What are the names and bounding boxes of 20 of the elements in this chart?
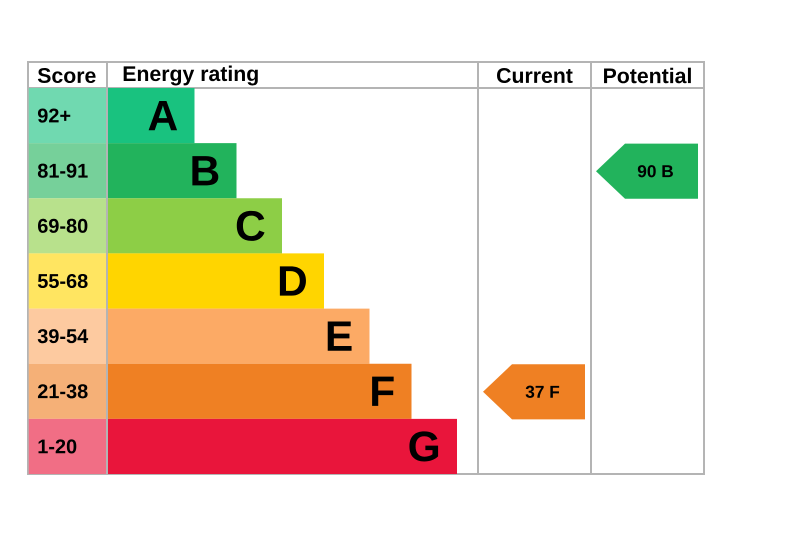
y-tick-label: 1-20 — [38, 439, 76, 454]
annotation: A — [148, 100, 178, 130]
x-axis-title: Energy rating — [124, 66, 258, 86]
y-tick-label: 92+ — [38, 108, 70, 123]
annotation: G — [409, 431, 438, 462]
y-tick-label: 55-68 — [38, 274, 88, 288]
y-tick-label: 39-54 — [38, 329, 88, 344]
y-axis-title: Score — [38, 68, 96, 84]
text: Potential — [604, 68, 691, 84]
y-tick-label: 69-80 — [38, 218, 88, 233]
text: 90 B — [638, 165, 673, 178]
y-tick-label: 81-91 — [38, 164, 88, 178]
text: 37 F — [526, 386, 560, 398]
annotation: B — [192, 156, 218, 186]
text: Current — [497, 68, 573, 84]
annotation: E — [328, 322, 352, 351]
annotation: C — [236, 210, 265, 241]
annotation: F — [372, 376, 394, 406]
annotation: D — [280, 266, 306, 296]
y-tick-label: 21-38 — [38, 384, 88, 398]
